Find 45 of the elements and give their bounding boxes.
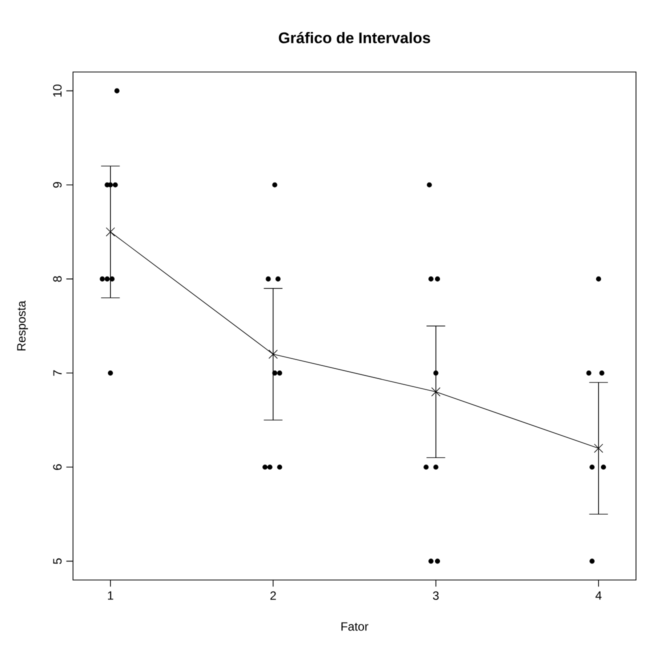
point [434, 276, 440, 282]
point [100, 276, 105, 282]
chart-title: Gráfico de Intervalos [278, 32, 430, 44]
point [434, 558, 440, 564]
point [268, 350, 278, 359]
point [266, 276, 271, 282]
point [262, 464, 268, 470]
point [277, 370, 282, 376]
x-tick-label: 2 [270, 591, 276, 600]
point [108, 370, 113, 376]
y-tick-label: 9 [53, 182, 62, 188]
point [433, 370, 438, 376]
point [114, 88, 120, 94]
point [426, 182, 432, 188]
point [586, 370, 592, 376]
point [267, 464, 272, 470]
y-tick-label: 8 [53, 276, 62, 282]
y-axis-title: Resposta [17, 300, 28, 350]
point [428, 558, 434, 564]
point [272, 182, 278, 188]
point [106, 227, 115, 236]
x-tick-label: 3 [432, 591, 439, 600]
y-tick-label: 7 [53, 370, 62, 376]
point [599, 370, 604, 376]
point [596, 276, 602, 282]
point [590, 558, 595, 564]
point [600, 464, 606, 470]
point [431, 387, 440, 396]
point [433, 464, 438, 470]
point [424, 464, 429, 470]
y-tick-label: 5 [53, 558, 62, 564]
x-tick-label: 1 [108, 591, 114, 600]
point [104, 276, 110, 282]
y-tick-label: 10 [53, 84, 62, 97]
point [428, 276, 434, 282]
point [275, 276, 281, 282]
x-tick-label: 4 [596, 591, 602, 600]
point [594, 444, 604, 453]
point [272, 370, 278, 376]
point [590, 464, 595, 470]
y-tick-label: 6 [53, 464, 62, 470]
point [110, 276, 115, 282]
point [277, 464, 282, 470]
point [112, 182, 118, 188]
x-axis-title: Fator [341, 622, 368, 631]
